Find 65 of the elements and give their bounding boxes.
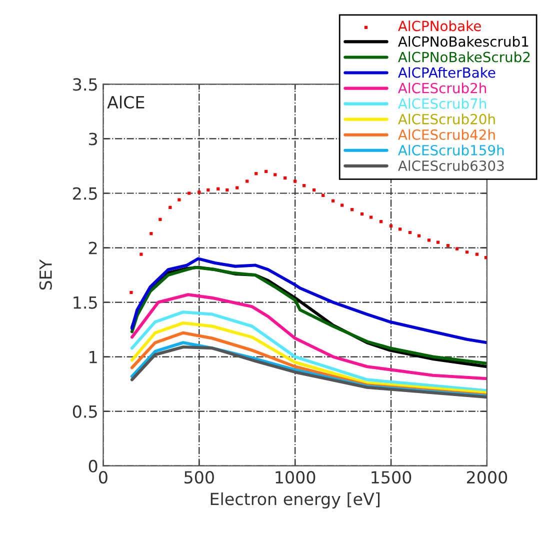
- point: [246, 180, 249, 183]
- y-tick-label: 2: [88, 242, 97, 254]
- y-tick-label: 3: [89, 132, 98, 146]
- point: [198, 190, 201, 194]
- point: [216, 187, 220, 190]
- legend-label: AlCPAfterBake: [398, 67, 496, 78]
- point: [130, 290, 133, 294]
- legend-label: AlCEScrub7h: [398, 98, 486, 109]
- legend-label: AlCEScrub2h: [398, 82, 486, 94]
- point: [158, 218, 162, 221]
- line-series: [130, 257, 487, 344]
- point: [294, 180, 297, 183]
- legend-label: AlCEScrub42h: [398, 129, 495, 140]
- point: [398, 228, 402, 231]
- x-tick-label: 0: [99, 470, 108, 484]
- y-axis-title: SEY: [39, 259, 52, 290]
- x-tick-label: 2000: [466, 470, 508, 484]
- point: [455, 247, 459, 250]
- point: [284, 176, 287, 180]
- point: [274, 173, 277, 176]
- point: [254, 172, 258, 176]
- point: [264, 170, 268, 173]
- point: [206, 188, 210, 192]
- point: [340, 204, 344, 207]
- y-tick-label: 0: [88, 460, 98, 472]
- line-series: [130, 293, 487, 380]
- point: [417, 234, 421, 238]
- y-tick-label: 0.5: [72, 405, 97, 418]
- point: [188, 192, 191, 195]
- x-tick-label: 1000: [276, 470, 316, 484]
- point: [178, 198, 181, 202]
- point: [302, 184, 306, 188]
- point: [427, 238, 431, 242]
- y-tick-label: 1: [90, 350, 97, 364]
- y-tick-label: 1.5: [74, 296, 97, 309]
- legend-label: AlCEScrub6303: [398, 160, 504, 171]
- legend-label: AlCPNoBakescrub1: [398, 36, 528, 47]
- legend-label: AlCEScrub20h: [398, 114, 495, 124]
- point: [465, 250, 469, 254]
- point: [236, 186, 239, 190]
- y-tick-label: 2.5: [73, 187, 97, 200]
- point: [312, 188, 316, 192]
- point: [322, 194, 325, 197]
- point: [436, 240, 440, 244]
- point: [389, 224, 393, 228]
- legend-label: AlCPNobake: [398, 20, 481, 32]
- point: [150, 232, 153, 236]
- annotation: AlCE: [107, 96, 144, 109]
- point: [408, 230, 412, 234]
- point: [350, 208, 354, 212]
- x-axis-title: Electron energy [eV]: [210, 492, 380, 509]
- y-tick-label: 3.5: [73, 78, 97, 91]
- point: [226, 188, 229, 192]
- point: [370, 216, 373, 219]
- point: [360, 212, 364, 216]
- point: [332, 199, 335, 202]
- point: [475, 252, 479, 256]
- legend-label: AlCEScrub159h: [398, 144, 504, 156]
- point: [168, 206, 172, 209]
- point: [446, 244, 450, 248]
- point: [140, 252, 143, 256]
- x-tick-label: 500: [184, 470, 214, 484]
- x-tick-label: 1500: [372, 470, 412, 484]
- legend-label: AlCPNoBakeScrub2: [398, 52, 530, 62]
- point: [379, 220, 383, 224]
